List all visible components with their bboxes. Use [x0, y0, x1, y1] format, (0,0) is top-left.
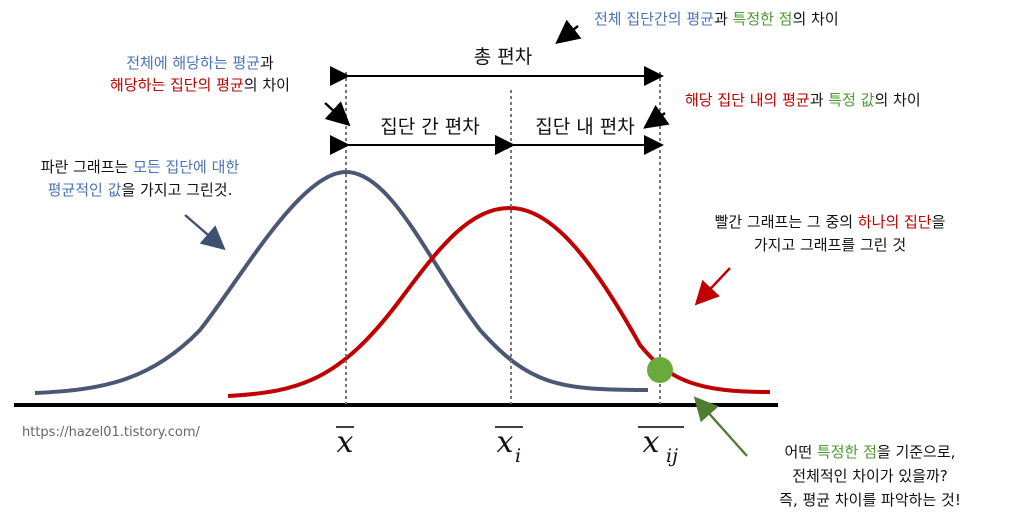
svg-text:x: x — [337, 425, 354, 460]
group-mean-symbol: x i — [495, 425, 523, 467]
red-graph-note-line1: 빨간 그래프는 그 중의 하나의 집단을 — [715, 213, 946, 231]
svg-text:x: x — [643, 425, 660, 460]
within-group-label: 집단 내 편차 — [535, 116, 634, 138]
svg-text:i: i — [515, 445, 521, 467]
total-deviation-label: 총 편차 — [474, 46, 532, 68]
within-group-note: 해당 집단 내의 평균과 특정 값의 차이 — [685, 91, 921, 109]
within-group-note-arrow — [643, 105, 670, 129]
watermark-url: https://hazel01.tistory.com/ — [22, 425, 201, 440]
blue-graph-note-line1: 파란 그래프는 모든 집단에 대한 — [41, 158, 240, 176]
specific-point-note-line3: 즉, 평균 차이를 파악하는 것! — [779, 491, 961, 509]
between-group-label: 집단 간 편차 — [380, 116, 479, 138]
svg-text:ij: ij — [666, 445, 678, 467]
total-deviation-note: 전체 집단간의 평균과 특정한 점의 차이 — [594, 10, 839, 28]
specific-point-note-line2: 전체적인 차이가 있을까? — [792, 467, 948, 485]
red-graph-note-arrow — [694, 267, 731, 306]
overall-distribution-curve — [34, 169, 649, 395]
specific-point-symbol: x ij — [638, 425, 684, 467]
between-group-note-line1: 전체에 해당하는 평균과 — [126, 54, 274, 72]
total-deviation-note-arrow — [555, 19, 582, 44]
between-group-note-arrow — [324, 101, 351, 127]
between-group-note-line2: 해당하는 집단의 평균의 차이 — [110, 76, 290, 94]
blue-graph-note-arrow — [184, 214, 226, 251]
blue-graph-note-line2: 평균적인 값을 가지고 그린것. — [48, 181, 233, 199]
svg-text:x: x — [497, 425, 514, 460]
specific-point — [647, 357, 673, 383]
group-distribution-curve — [227, 205, 771, 398]
specific-point-note-arrow — [693, 396, 748, 457]
specific-point-note-line1: 어떤 특정한 점을 기준으로, — [785, 443, 956, 461]
overall-mean-symbol: x — [336, 425, 354, 460]
red-graph-note-line2: 가지고 그래프를 그린 것 — [754, 236, 906, 254]
